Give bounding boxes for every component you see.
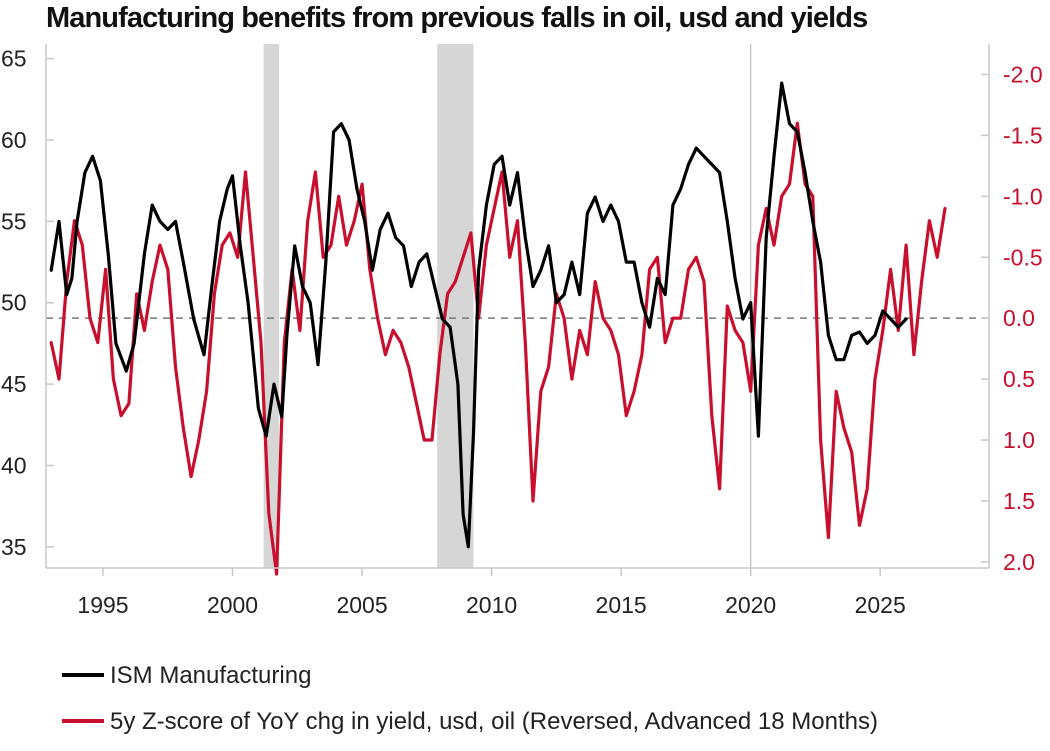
right-tick-label-4: 0.0 <box>1003 305 1035 331</box>
right-tick-label-5: 0.5 <box>1003 366 1035 392</box>
x-tick-label-2020: 2020 <box>725 592 776 618</box>
legend-label-ism: ISM Manufacturing <box>110 662 312 689</box>
x-axis: 1995 2000 2005 2010 2015 2020 2025 <box>77 568 906 618</box>
x-tick-label-2010: 2010 <box>466 592 517 618</box>
left-tick-label-45: 45 <box>1 371 27 397</box>
legend-item-zscore: 5y Z-score of YoY chg in yield, usd, oil… <box>62 708 878 736</box>
x-tick-label-2015: 2015 <box>596 592 647 618</box>
right-tick-label-8: 2.0 <box>1003 549 1035 575</box>
right-y-axis: -2.0 -1.5 -1.0 -0.5 0.0 0.5 1.0 1.5 2.0 <box>981 61 1043 575</box>
plot-frame <box>45 44 990 569</box>
line-chart: 65 60 55 50 45 40 35 -2.0 -1.5 -1.0 -0.5 0.0 0.5 1.0… <box>1 44 1043 618</box>
left-tick-label-60: 60 <box>1 127 27 153</box>
left-tick-label-65: 65 <box>1 46 27 72</box>
left-tick-label-55: 55 <box>1 208 27 234</box>
right-tick-label-7: 1.5 <box>1003 488 1035 514</box>
series-line-ism-manufacturing <box>49 81 908 549</box>
chart-title: Manufacturing benefits from previous fal… <box>46 2 868 34</box>
x-tick-label-2005: 2005 <box>336 592 387 618</box>
series-lines <box>49 81 947 576</box>
right-tick-label-1: -1.5 <box>1003 122 1043 148</box>
x-tick-label-2025: 2025 <box>855 592 906 618</box>
x-tick-label-1995: 1995 <box>77 592 128 618</box>
right-tick-label-3: -0.5 <box>1003 244 1043 270</box>
recession-band-1 <box>437 44 474 568</box>
left-y-axis: 65 60 55 50 45 40 35 <box>1 46 54 560</box>
legend-swatch-ism <box>62 672 104 677</box>
right-tick-label-0: -2.0 <box>1003 61 1043 87</box>
series-line-zscore <box>49 121 947 576</box>
right-tick-label-6: 1.0 <box>1003 427 1035 453</box>
left-tick-label-40: 40 <box>1 452 27 478</box>
recession-shading <box>263 44 474 568</box>
recession-band-0 <box>263 44 280 568</box>
legend-label-zscore: 5y Z-score of YoY chg in yield, usd, oil… <box>110 708 878 735</box>
legend-item-ism: ISM Manufacturing <box>62 662 311 690</box>
legend-swatch-zscore <box>62 718 104 723</box>
left-tick-label-35: 35 <box>1 534 27 560</box>
right-tick-label-2: -1.0 <box>1003 183 1043 209</box>
left-tick-label-50: 50 <box>1 290 27 316</box>
x-tick-label-2000: 2000 <box>207 592 258 618</box>
